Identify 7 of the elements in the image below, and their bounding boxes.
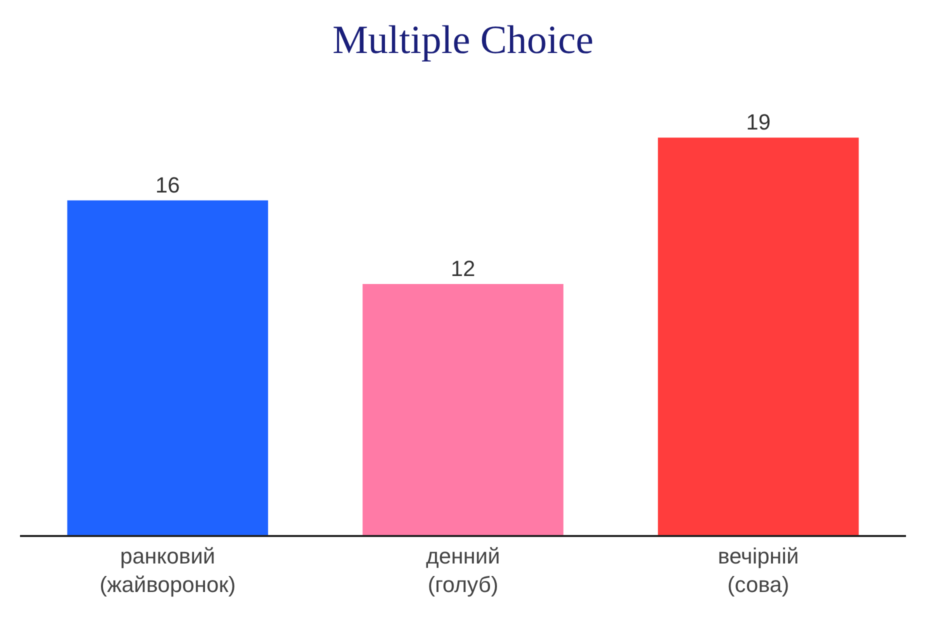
data-label: 16 [155, 172, 180, 198]
data-label: 12 [450, 256, 476, 282]
x-tick-label: ранковий (жайворонок) [100, 543, 236, 597]
chart-title: Multiple Choice [332, 17, 594, 62]
x-tick-label: денний (голуб) [426, 543, 500, 597]
x-tick-label: вечірній (сова) [718, 543, 799, 597]
data-label: 19 [746, 110, 771, 135]
